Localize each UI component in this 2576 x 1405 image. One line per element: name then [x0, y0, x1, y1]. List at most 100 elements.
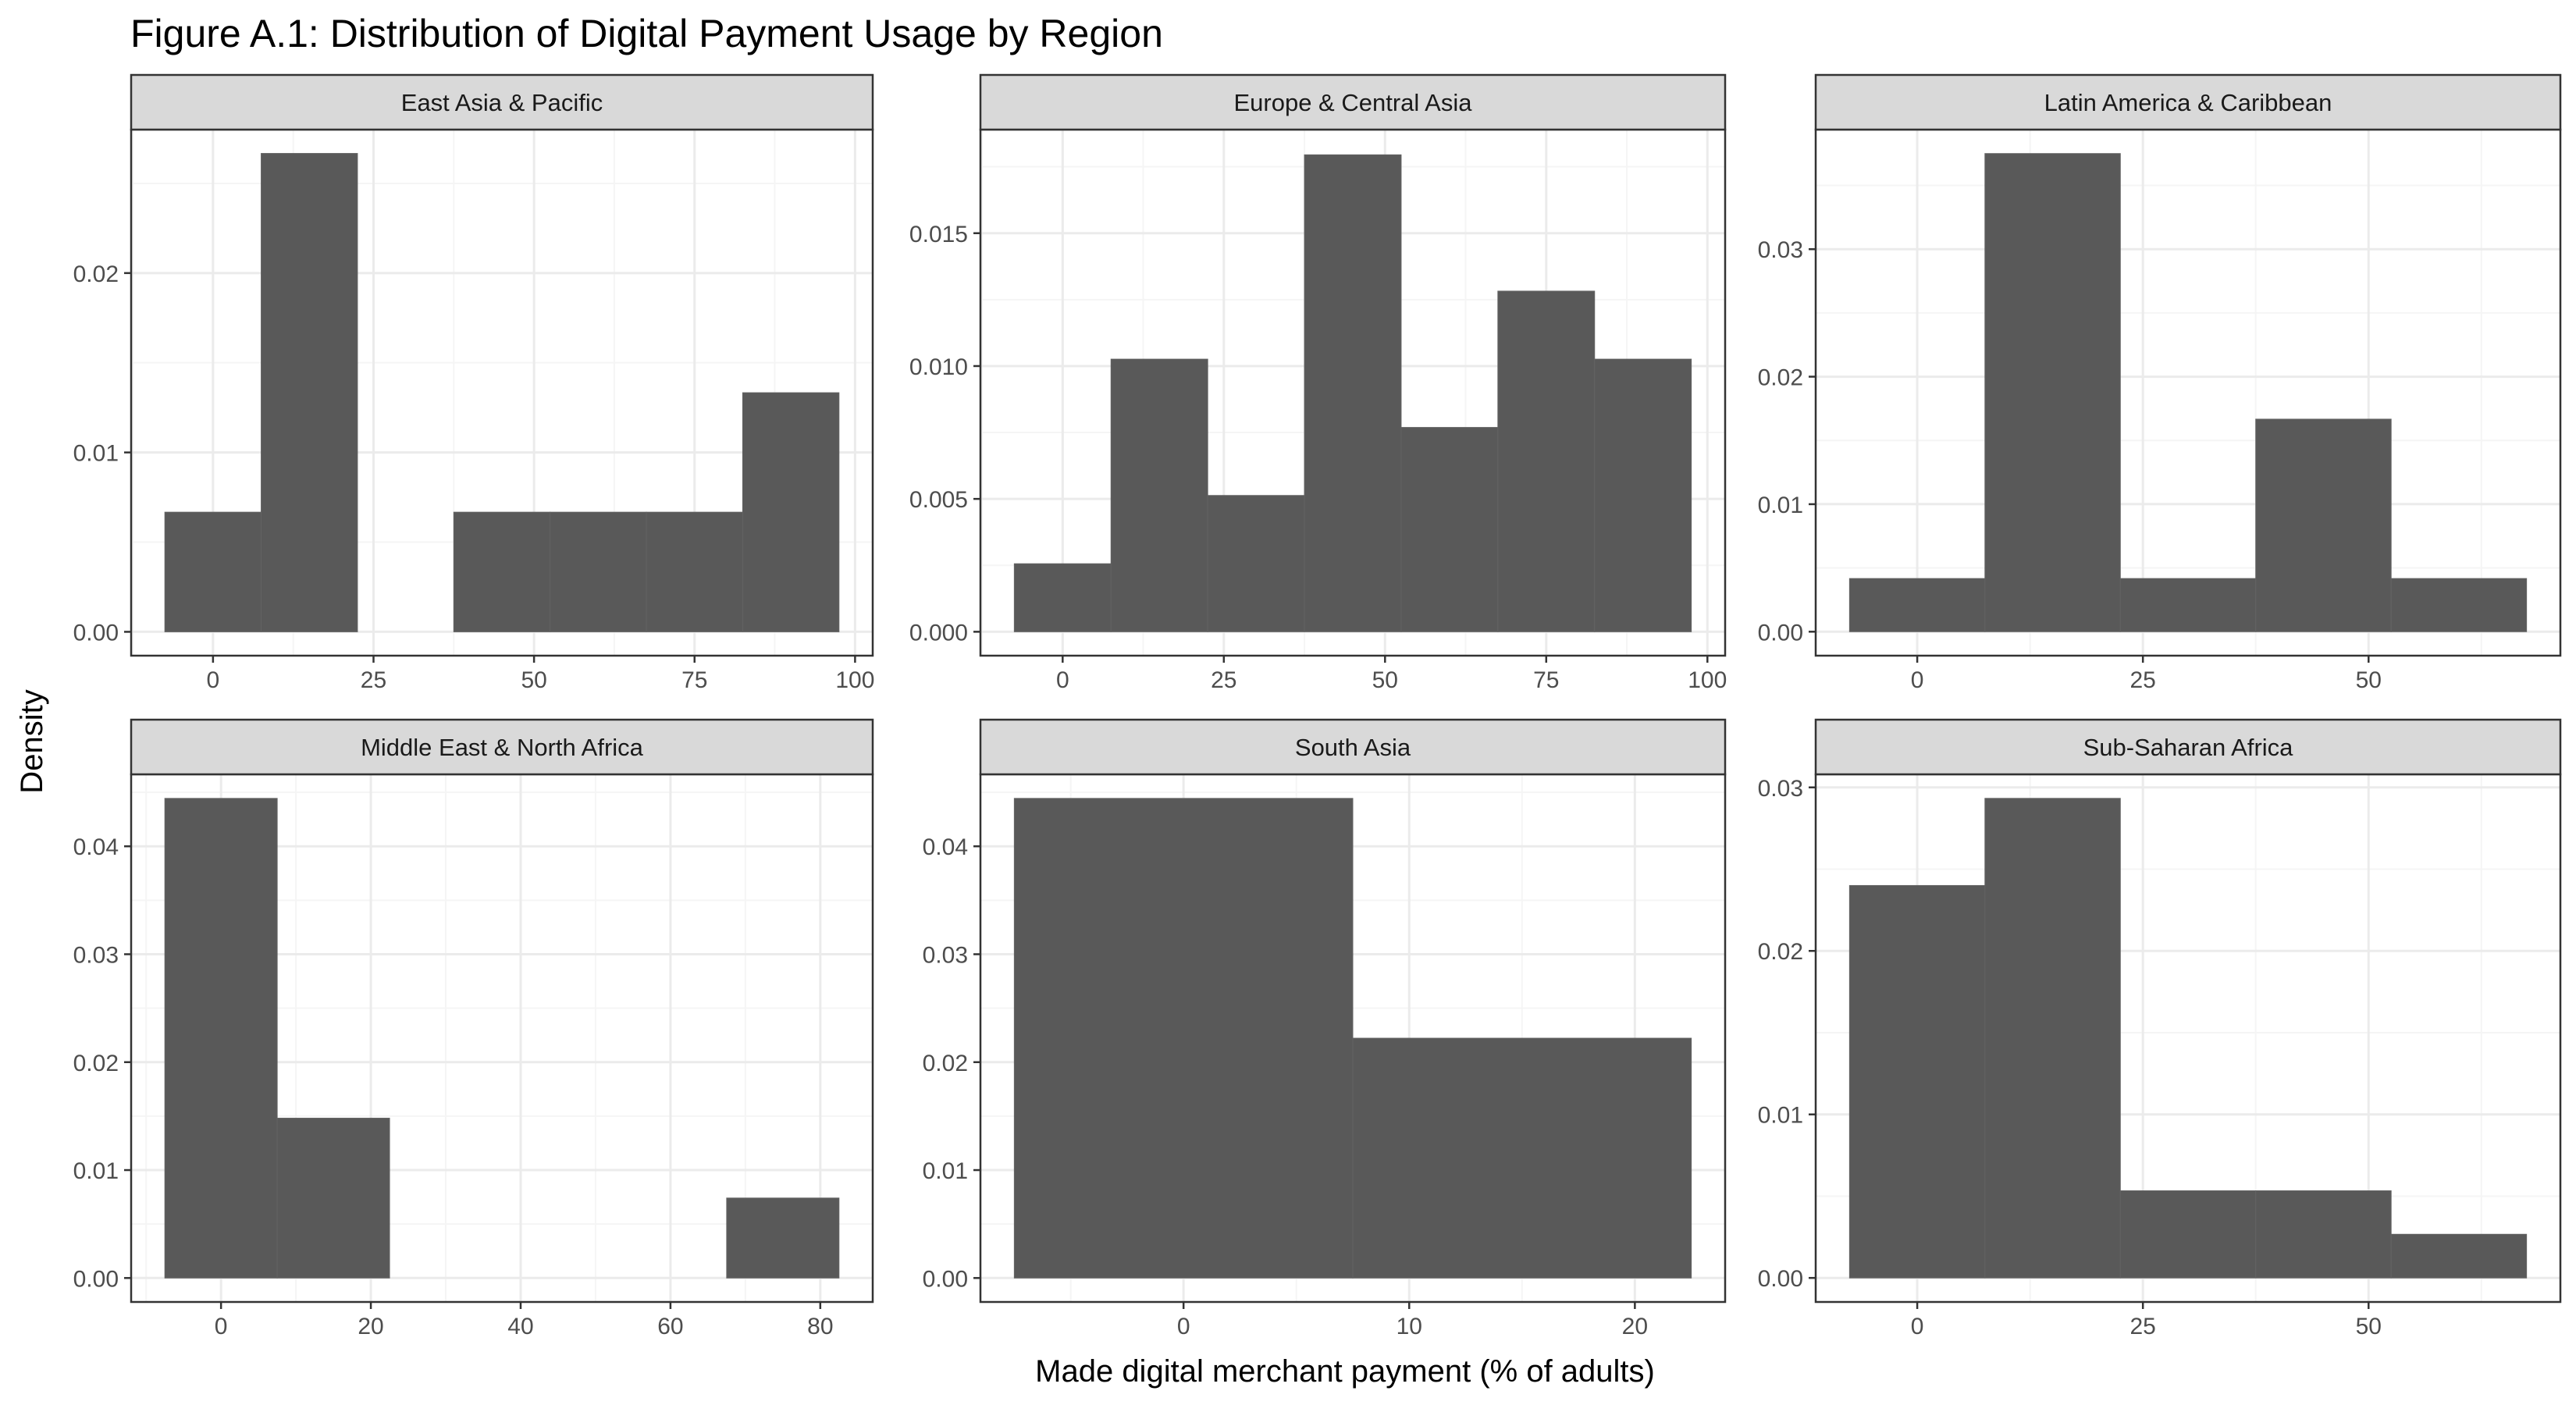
histogram-bar	[1400, 427, 1499, 632]
facet-strip-label: East Asia & Pacific	[401, 89, 603, 116]
facet-panel: South Asia 0 10 20 0.00 0.01 0.02 0.03 0.04	[923, 718, 1727, 1339]
y-tick-label: 0.02	[923, 1051, 968, 1076]
facet-panel: Latin America & Caribbean 0 25 50 0.00 0.01 0.…	[1758, 73, 2562, 693]
histogram-bar	[742, 392, 840, 632]
figure-title: Figure A.1: Distribution of Digital Paym…	[130, 12, 1163, 55]
y-tick-label: 0.01	[1758, 1103, 1803, 1129]
y-tick-label: 0.04	[73, 834, 119, 860]
y-tick-label: 0.03	[923, 942, 968, 968]
x-axis-title: Made digital merchant payment (% of adul…	[1035, 1354, 1655, 1389]
histogram-bar	[1013, 563, 1112, 632]
histogram-bar	[1110, 358, 1208, 632]
y-tick-label: 0.03	[73, 942, 119, 968]
x-tick-label: 75	[681, 667, 707, 693]
facet-strip-label: Europe & Central Asia	[1233, 89, 1472, 116]
x-tick-label: 75	[1533, 667, 1559, 693]
facet-panel: Sub-Saharan Africa 0 25 50 0.00 0.01 0.02 0.03	[1758, 718, 2562, 1339]
facet-strip	[979, 73, 1727, 131]
y-tick-label: 0.00	[73, 620, 119, 646]
histogram-bar	[1352, 1037, 1692, 1279]
y-tick-label: 0.03	[1758, 776, 1803, 802]
y-tick-label: 0.02	[1758, 365, 1803, 391]
histogram-bar	[2255, 1190, 2392, 1279]
x-tick-label: 50	[521, 667, 546, 693]
histogram-bar	[164, 511, 262, 632]
histogram-bar	[276, 1118, 390, 1279]
y-tick-label: 0.02	[73, 261, 119, 287]
histogram-bar	[2119, 578, 2257, 632]
x-tick-label: 20	[1622, 1314, 1648, 1339]
x-tick-label: 0	[1911, 667, 1924, 693]
histogram-bar	[1984, 798, 2121, 1279]
y-tick-label: 0.01	[73, 441, 119, 467]
facet-panel: Europe & Central Asia 0 25 50 75 100 0.000 0.00…	[909, 73, 1727, 693]
histogram-bar	[2390, 1233, 2528, 1279]
y-tick-label: 0.010	[909, 354, 968, 380]
histogram-bar	[1848, 884, 1986, 1279]
histogram-bar	[646, 511, 743, 632]
y-tick-label: 0.03	[1758, 237, 1803, 263]
facet-strip-label: Middle East & North Africa	[361, 734, 644, 761]
x-tick-label: 0	[215, 1314, 228, 1339]
histogram-bar	[1304, 154, 1402, 632]
facet-strip-label: Latin America & Caribbean	[2044, 89, 2332, 116]
y-axis-title: Density	[15, 689, 49, 793]
histogram-bar	[1207, 495, 1305, 632]
y-tick-label: 0.00	[1758, 1266, 1803, 1292]
histogram-bar	[1594, 358, 1692, 632]
x-tick-label: 100	[1688, 667, 1727, 693]
facet-strip	[1814, 718, 2562, 776]
facet-strip	[979, 718, 1727, 776]
x-tick-label: 0	[1177, 1314, 1190, 1339]
facet-strip	[130, 73, 874, 131]
y-tick-label: 0.00	[73, 1266, 119, 1292]
x-tick-label: 40	[507, 1314, 533, 1339]
x-tick-label: 25	[361, 667, 386, 693]
y-tick-label: 0.02	[73, 1051, 119, 1076]
histogram-bar	[1013, 798, 1354, 1279]
histogram-bar	[453, 511, 551, 632]
x-tick-label: 50	[2356, 1314, 2382, 1339]
facet-strip	[1814, 73, 2562, 131]
x-tick-label: 25	[1211, 667, 1236, 693]
y-tick-label: 0.00	[1758, 620, 1803, 646]
facet-strip-label: South Asia	[1295, 734, 1411, 761]
y-tick-label: 0.01	[73, 1158, 119, 1184]
x-tick-label: 50	[2356, 667, 2382, 693]
x-tick-label: 80	[807, 1314, 833, 1339]
histogram-bar	[2255, 418, 2392, 632]
y-tick-label: 0.015	[909, 222, 968, 247]
x-tick-label: 10	[1397, 1314, 1422, 1339]
y-tick-label: 0.02	[1758, 939, 1803, 965]
facet-panel: Middle East & North Africa 0 20 40 60 80 0.00 0…	[73, 718, 874, 1339]
histogram-bar	[550, 511, 647, 632]
histogram-bar	[726, 1197, 840, 1279]
x-tick-label: 25	[2129, 1314, 2155, 1339]
histogram-bar	[164, 798, 278, 1279]
x-tick-label: 20	[358, 1314, 383, 1339]
histogram-bar	[1848, 578, 1986, 632]
histogram-bar	[1984, 153, 2121, 632]
y-tick-label: 0.04	[923, 834, 968, 860]
facet-panel: East Asia & Pacific 0 25 50 75 100 0.00 0.01 0.0…	[73, 73, 874, 693]
x-tick-label: 0	[207, 667, 220, 693]
y-tick-label: 0.00	[923, 1266, 968, 1292]
y-tick-label: 0.005	[909, 487, 968, 513]
facet-strip	[130, 718, 874, 776]
histogram-bar	[2390, 578, 2528, 632]
histogram-bar	[1497, 290, 1596, 632]
y-tick-label: 0.000	[909, 620, 968, 646]
y-tick-label: 0.01	[923, 1158, 968, 1184]
x-tick-label: 60	[657, 1314, 683, 1339]
panel-background	[1816, 130, 2560, 656]
x-tick-label: 0	[1911, 1314, 1924, 1339]
facet-strip-label: Sub-Saharan Africa	[2083, 734, 2294, 761]
x-tick-label: 0	[1056, 667, 1069, 693]
x-tick-label: 25	[2129, 667, 2155, 693]
x-tick-label: 100	[835, 667, 874, 693]
x-tick-label: 50	[1372, 667, 1398, 693]
histogram-bar	[2119, 1190, 2257, 1279]
y-tick-label: 0.01	[1758, 493, 1803, 518]
